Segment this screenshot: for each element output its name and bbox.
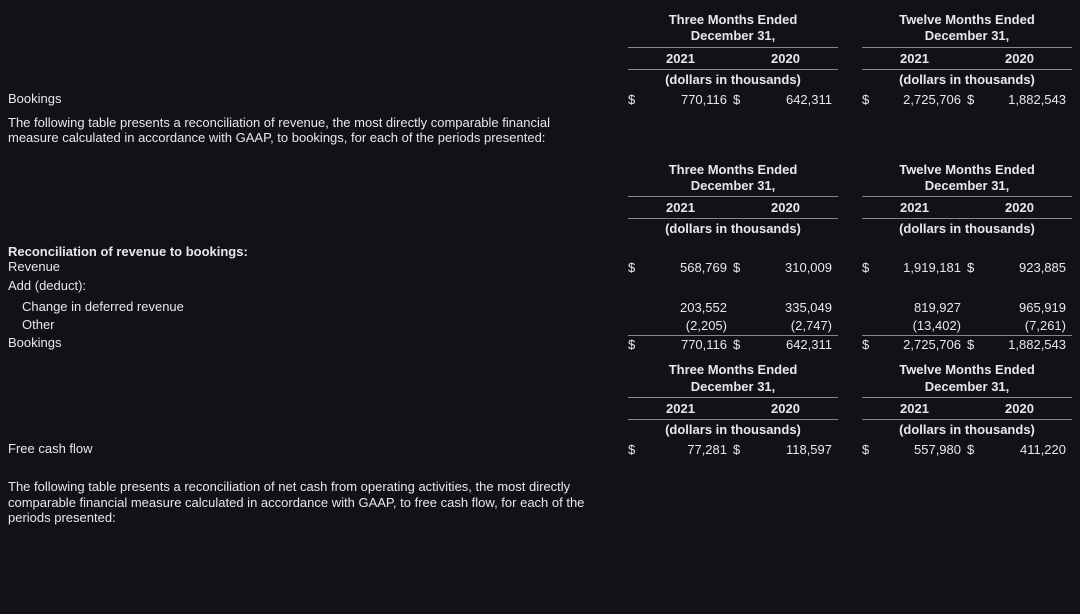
t3-three-2020: 2020: [733, 398, 838, 419]
t3-three-units: (dollars in thousands): [628, 420, 838, 441]
t2-three-title: Three Months Ended: [669, 162, 798, 177]
t1-twelve-units: (dollars in thousands): [862, 70, 1072, 91]
t2-twelve-2020: 2020: [967, 197, 1072, 218]
table1-header-row: Three Months Ended December 31, 2021 202…: [8, 10, 1072, 91]
t1-three-units: (dollars in thousands): [628, 70, 838, 91]
t2-chg-y21: 819,927: [914, 300, 961, 315]
t2-chg-t21: 203,552: [680, 300, 727, 315]
t3-fcf-y21: 557,980: [914, 442, 961, 457]
t2-twelve-title: Twelve Months Ended: [899, 162, 1035, 177]
t3-fcf-row: Free cash flow $77,281 $118,597 $557,980…: [8, 441, 1072, 459]
t2-other-label: Other: [22, 317, 55, 332]
t1-twelve-title: Twelve Months Ended: [899, 12, 1035, 27]
t1-twelve-date: December 31,: [925, 28, 1010, 43]
t3-twelve-2021: 2021: [862, 398, 967, 419]
t1-three-date: December 31,: [691, 28, 776, 43]
table2-header-row: Three Months Ended December 31, 2021 202…: [8, 160, 1072, 241]
t1-twelve-header: Twelve Months Ended December 31, 2021 20…: [862, 10, 1072, 91]
t2-three-2021: 2021: [628, 197, 733, 218]
t1-twelve-2021: 2021: [862, 48, 967, 69]
t1-bookings-label: Bookings: [8, 91, 61, 106]
t1-b-y20: 1,882,543: [1008, 92, 1066, 107]
t3-three-date: December 31,: [691, 379, 776, 394]
t3-twelve-2020: 2020: [967, 398, 1072, 419]
t3-fcf-y20: 411,220: [1020, 442, 1066, 457]
t1-three-2020: 2020: [733, 48, 838, 69]
t2-b-t21: 770,116: [681, 337, 727, 352]
t2-revenue-label: Revenue: [8, 259, 60, 274]
t2-oth-y21: (13,402): [913, 318, 961, 333]
t2-rev-y20: 923,885: [1019, 260, 1066, 275]
t2-b-t20: 642,311: [786, 337, 832, 352]
t2-twelve-date: December 31,: [925, 178, 1010, 193]
t2-bookings-label: Bookings: [8, 335, 61, 350]
t2-rev-t21: 568,769: [680, 260, 727, 275]
t1-three-header: Three Months Ended December 31, 2021 202…: [628, 10, 838, 91]
t2-adddeduct-label: Add (deduct):: [8, 278, 86, 293]
t2-oth-t20: (2,747): [791, 318, 832, 333]
t1-bookings-row: Bookings $770,116 $642,311 $2,725,706 $1…: [8, 91, 1072, 109]
t2-oth-t21: (2,205): [686, 318, 727, 333]
t3-twelve-title: Twelve Months Ended: [899, 362, 1035, 377]
t1-twelve-2020: 2020: [967, 48, 1072, 69]
t2-b-y20: 1,882,543: [1008, 337, 1066, 352]
t1-three-2021: 2021: [628, 48, 733, 69]
t1-b-t21: 770,116: [681, 92, 727, 107]
t1-three-title: Three Months Ended: [669, 12, 798, 27]
t2-chg-t20: 335,049: [785, 300, 832, 315]
t2-revenue-row: Revenue $568,769 $310,009 $1,919,181 $92…: [8, 259, 1072, 277]
t2-twelve-units: (dollars in thousands): [862, 219, 1072, 240]
t2-three-2020: 2020: [733, 197, 838, 218]
t2-three-date: December 31,: [691, 178, 776, 193]
t3-fcf-label: Free cash flow: [8, 441, 93, 456]
t1-b-t20: 642,311: [786, 92, 832, 107]
t3-fcf-t20: 118,597: [786, 442, 832, 457]
t2-rev-t20: 310,009: [785, 260, 832, 275]
t2-change-row: Change in deferred revenue 203,552 335,0…: [8, 299, 1072, 317]
t2-section-head: Reconciliation of revenue to bookings:: [8, 244, 628, 259]
t1-b-y21: 2,725,706: [903, 92, 961, 107]
t2-chg-y20: 965,919: [1019, 300, 1066, 315]
t2-b-y21: 2,725,706: [903, 337, 961, 352]
t2-bookings-row: Bookings $770,116 $642,311 $2,725,706 $1…: [8, 335, 1072, 354]
para-2: The following table presents a reconcili…: [8, 479, 598, 526]
t3-three-title: Three Months Ended: [669, 362, 798, 377]
t2-three-units: (dollars in thousands): [628, 219, 838, 240]
t2-change-label: Change in deferred revenue: [22, 299, 184, 314]
t3-fcf-t21: 77,281: [687, 442, 727, 457]
t3-twelve-date: December 31,: [925, 379, 1010, 394]
t2-oth-y20: (7,261): [1025, 318, 1066, 333]
t2-twelve-2021: 2021: [862, 197, 967, 218]
para-1: The following table presents a reconcili…: [8, 115, 598, 146]
t3-twelve-units: (dollars in thousands): [862, 420, 1072, 441]
t3-three-2021: 2021: [628, 398, 733, 419]
t2-rev-y21: 1,919,181: [903, 260, 961, 275]
table3-header-row: Three Months Ended December 31, 2021 202…: [8, 360, 1072, 441]
t2-other-row: Other (2,205) (2,747) (13,402) (7,261): [8, 317, 1072, 335]
